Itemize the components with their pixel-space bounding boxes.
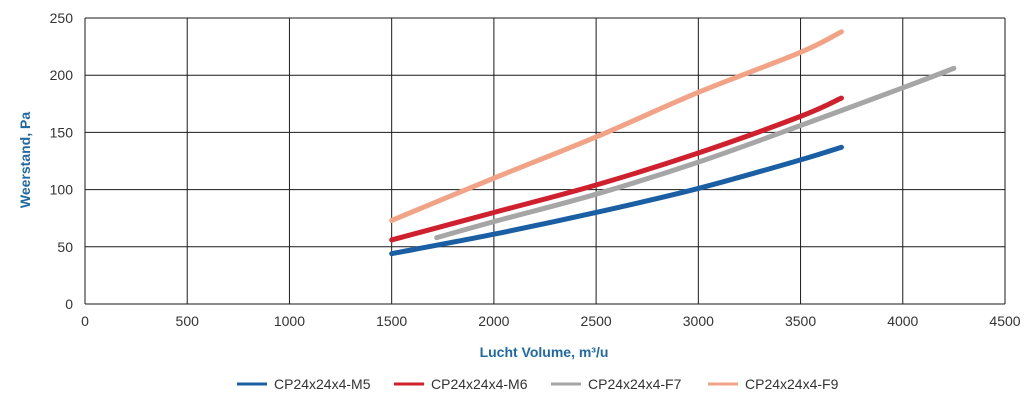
- legend-label: CP24x24x4-F9: [745, 376, 839, 392]
- x-tick-label: 3000: [683, 313, 714, 329]
- y-tick-label: 200: [50, 67, 74, 83]
- x-tick-label: 3500: [785, 313, 816, 329]
- x-tick-label: 0: [81, 313, 89, 329]
- y-tick-label: 50: [57, 239, 73, 255]
- y-axis-title: Weerstand, Pa: [17, 112, 33, 208]
- series-line-3: [434, 65, 957, 241]
- x-tick-label: 500: [176, 313, 200, 329]
- x-tick-label: 4500: [989, 313, 1020, 329]
- x-axis-title: Lucht Volume, m³/u: [480, 344, 609, 360]
- x-tick-label: 4000: [887, 313, 918, 329]
- grid: [84, 17, 1006, 305]
- series-line-1: [389, 144, 844, 257]
- legend-label: CP24x24x4-M6: [431, 376, 528, 392]
- x-tick-label: 1500: [376, 313, 407, 329]
- x-axis-ticks: 0 500 1000 1500 2000 2500 3000 3500 4000 4500: [81, 313, 1021, 329]
- series-line-4: [389, 29, 844, 223]
- x-tick-label: 1000: [274, 313, 305, 329]
- legend-label: CP24x24x4-M5: [274, 376, 371, 392]
- series-line-2: [389, 95, 844, 243]
- y-tick-label: 250: [50, 10, 74, 26]
- y-axis-ticks: 0 50 100 150 200 250: [50, 10, 74, 312]
- y-tick-label: 150: [50, 124, 74, 140]
- y-tick-label: 0: [65, 296, 73, 312]
- legend: CP24x24x4-M5 CP24x24x4-M6 CP24x24x4-F7 CP24…: [237, 376, 839, 392]
- legend-label: CP24x24x4-F7: [588, 376, 682, 392]
- x-tick-label: 2000: [478, 313, 509, 329]
- x-tick-label: 2500: [581, 313, 612, 329]
- y-tick-label: 100: [50, 182, 74, 198]
- series-lines: [389, 29, 957, 257]
